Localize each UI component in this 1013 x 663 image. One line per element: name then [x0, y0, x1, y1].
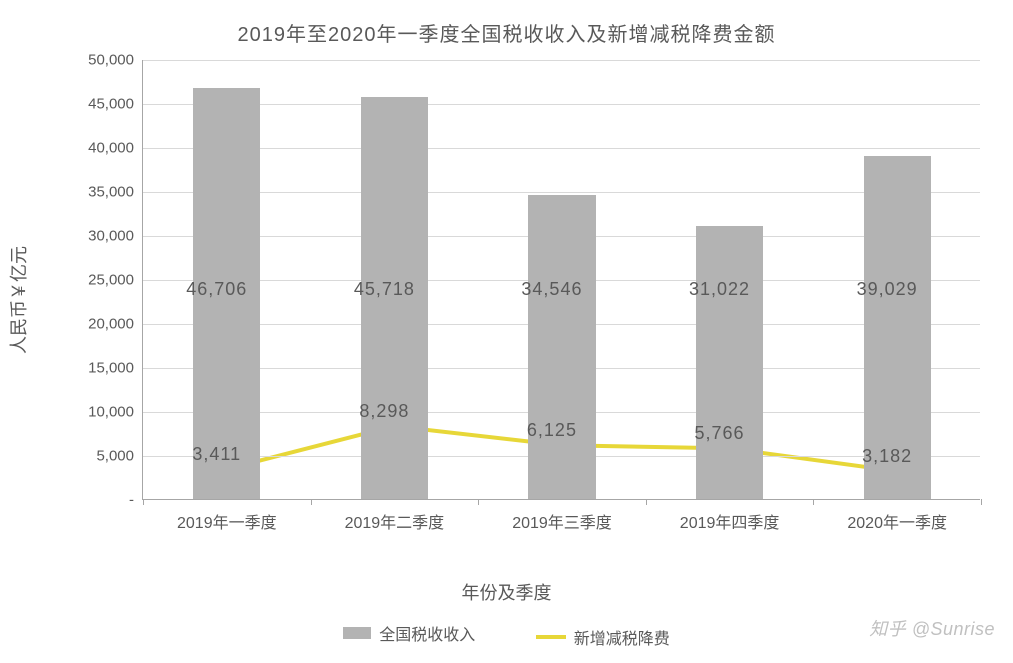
- bar-value-label: 45,718: [354, 279, 415, 300]
- plot-area: 46,7062019年一季度3,41145,7182019年二季度8,29834…: [80, 60, 980, 500]
- y-tick-label: 20,000: [74, 316, 134, 333]
- plot-inner: 46,7062019年一季度3,41145,7182019年二季度8,29834…: [142, 60, 980, 500]
- y-tick-label: -: [74, 492, 134, 509]
- grid-line: [143, 104, 980, 105]
- y-tick-label: 15,000: [74, 360, 134, 377]
- chart-title: 2019年至2020年一季度全国税收收入及新增减税降费金额: [0, 18, 1013, 47]
- x-tick-label: 2020年一季度: [847, 509, 947, 533]
- legend-label-line: 新增减税降费: [574, 625, 670, 649]
- grid-line: [143, 60, 980, 61]
- legend-label-bar: 全国税收收入: [379, 621, 475, 645]
- x-tick-mark: [478, 499, 479, 505]
- y-tick-label: 25,000: [74, 272, 134, 289]
- bar: [696, 226, 763, 499]
- legend-item-bar: 全国税收收入: [343, 621, 475, 645]
- line-value-label: 5,766: [695, 423, 745, 444]
- grid-line: [143, 192, 980, 193]
- bar-value-label: 39,029: [857, 279, 918, 300]
- bar-value-label: 46,706: [186, 279, 247, 300]
- y-tick-label: 45,000: [74, 96, 134, 113]
- x-tick-mark: [143, 499, 144, 505]
- bar-value-label: 34,546: [521, 279, 582, 300]
- x-tick-mark: [813, 499, 814, 505]
- x-tick-label: 2019年四季度: [680, 509, 780, 533]
- x-tick-label: 2019年一季度: [177, 509, 277, 533]
- x-tick-mark: [981, 499, 982, 505]
- line-value-label: 3,411: [192, 444, 241, 465]
- bar: [528, 195, 595, 499]
- y-tick-label: 50,000: [74, 52, 134, 69]
- x-tick-mark: [646, 499, 647, 505]
- grid-line: [143, 148, 980, 149]
- y-tick-label: 30,000: [74, 228, 134, 245]
- line-value-label: 8,298: [359, 401, 409, 422]
- legend-swatch-bar: [343, 627, 371, 639]
- legend-item-line: 新增减税降费: [536, 625, 670, 649]
- bar-value-label: 31,022: [689, 279, 750, 300]
- line-value-label: 3,182: [862, 446, 912, 467]
- y-tick-label: 35,000: [74, 184, 134, 201]
- legend: 全国税收收入 新增减税降费: [0, 621, 1013, 649]
- x-axis-title: 年份及季度: [0, 579, 1013, 605]
- legend-swatch-line: [536, 635, 566, 639]
- y-axis-title: 人民币￥亿元: [5, 246, 31, 354]
- y-tick-label: 5,000: [74, 448, 134, 465]
- line-value-label: 6,125: [527, 420, 577, 441]
- x-tick-mark: [311, 499, 312, 505]
- y-tick-label: 40,000: [74, 140, 134, 157]
- y-tick-label: 10,000: [74, 404, 134, 421]
- chart-container: 2019年至2020年一季度全国税收收入及新增减税降费金额 人民币￥亿元 46,…: [0, 0, 1013, 663]
- x-tick-label: 2019年三季度: [512, 509, 612, 533]
- x-tick-label: 2019年二季度: [345, 509, 445, 533]
